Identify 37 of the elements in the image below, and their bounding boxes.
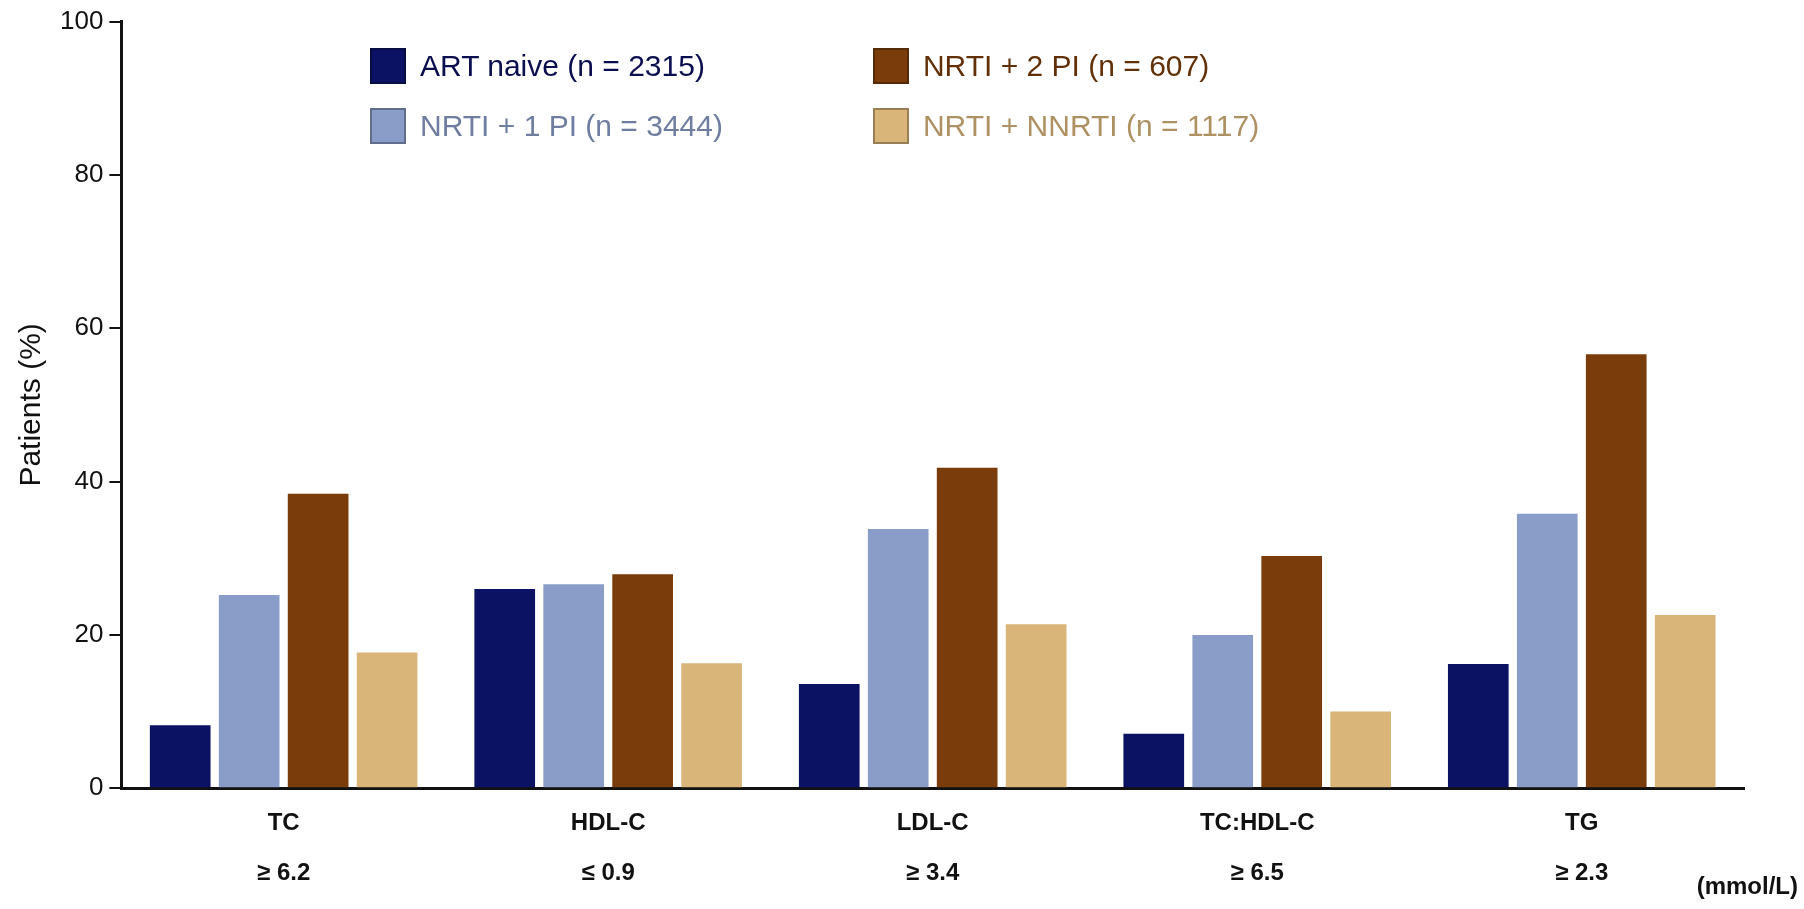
bar [356,652,418,788]
x-tick-label: TC ≥ 6.2 [257,808,311,886]
bar [1654,614,1716,788]
bar [1585,354,1647,788]
text: (mmol/L) [1696,871,1798,899]
bar [1447,664,1509,788]
bar [287,493,349,788]
y-tick-label: 60 [74,311,104,342]
bar [149,725,211,788]
y-axis-title: Patients (%) [13,323,47,487]
bar [1516,513,1578,788]
bar [1261,555,1323,788]
bar [1192,634,1254,788]
bar [867,529,929,788]
bar [474,588,536,788]
bar [612,574,673,788]
bar [1123,733,1185,788]
x-tick-label: LDL-C ≥ 3.4 [896,808,969,886]
x-tick-label: TC:HDL-C ≥ 6.5 [1199,808,1315,886]
x-tick-label: HDL-C ≤ 0.9 [570,808,646,886]
legend-label: NRTI + 2 PI (n = 607) [922,49,1210,83]
legend-label: NRTI + 1 PI (n = 3444) [420,109,723,143]
y-tick-label: 20 [74,618,104,649]
bar [798,683,860,788]
bar [1330,711,1391,788]
y-tick-label: 80 [74,158,104,189]
bar [218,595,280,788]
legend-label: NRTI + NNRTI (n = 1117) [922,109,1260,143]
y-tick-label: 100 [59,4,104,35]
y-tick-label: 0 [88,771,104,802]
bar [681,663,742,788]
bar [1005,624,1067,788]
legend-label: ART naive (n = 2315) [420,49,705,83]
bar [543,584,605,788]
y-tick-label: 40 [74,464,104,495]
x-tick-label: TG ≥ 2.3 [1555,808,1609,886]
bar [936,467,998,788]
